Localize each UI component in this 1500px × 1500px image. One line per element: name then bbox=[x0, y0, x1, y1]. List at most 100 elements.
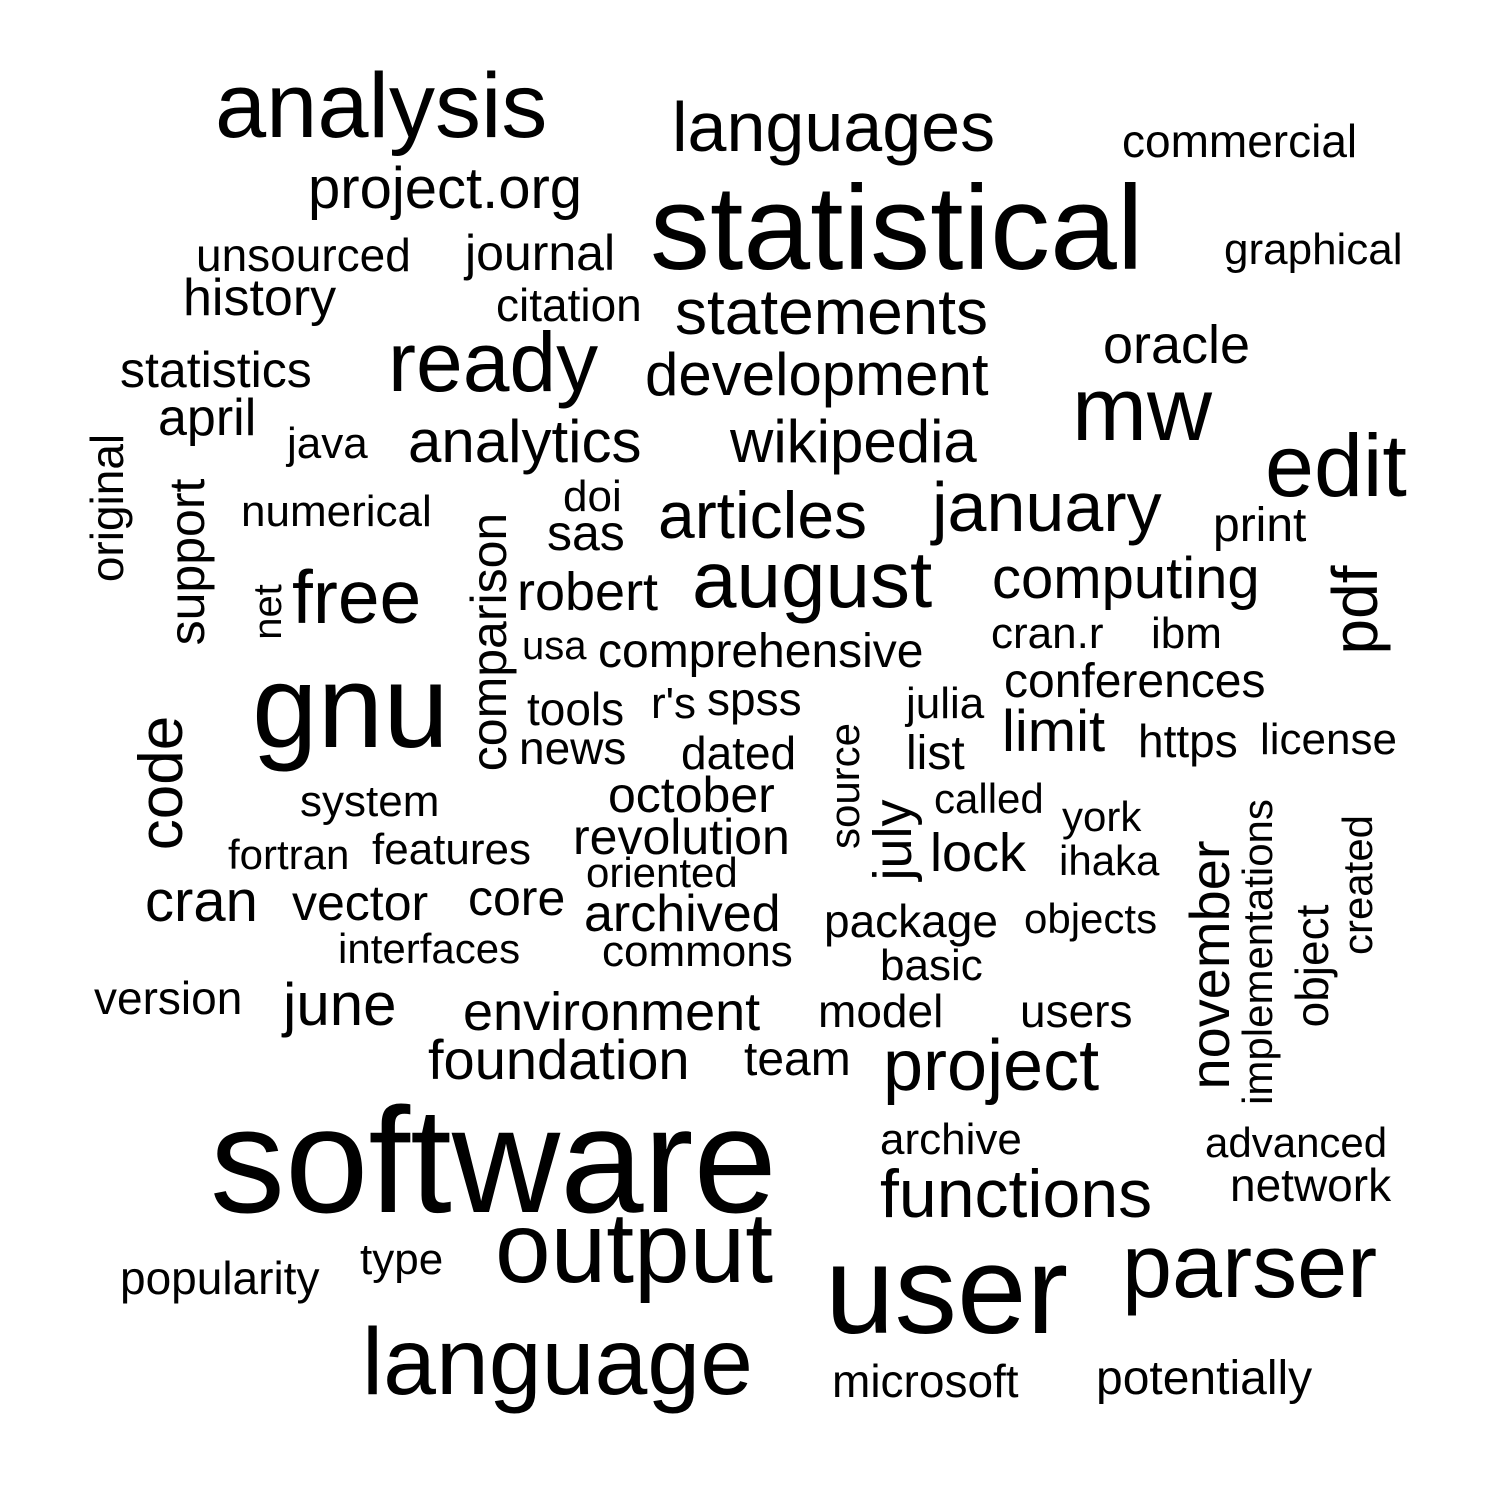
word-april: april bbox=[158, 389, 257, 447]
word-object: object bbox=[1286, 904, 1338, 1028]
word-type: type bbox=[360, 1235, 444, 1284]
word-called: called bbox=[934, 775, 1044, 822]
word-november: november bbox=[1178, 840, 1241, 1090]
word-january: january bbox=[932, 468, 1162, 546]
word-parser: parser bbox=[1122, 1217, 1378, 1317]
word-wikipedia: wikipedia bbox=[730, 408, 977, 475]
word-york: york bbox=[1062, 793, 1142, 840]
word-numerical: numerical bbox=[241, 487, 432, 536]
word-comprehensive: comprehensive bbox=[598, 625, 924, 678]
word-https: https bbox=[1138, 715, 1238, 767]
word-implementations: implementations bbox=[1234, 799, 1281, 1105]
word-java: java bbox=[287, 419, 368, 468]
word-july: july bbox=[863, 799, 923, 881]
word-archive: archive bbox=[880, 1115, 1022, 1164]
word-julia: julia bbox=[906, 679, 985, 728]
word-source: source bbox=[821, 722, 868, 850]
word-potentially: potentially bbox=[1096, 1352, 1313, 1405]
word-lock: lock bbox=[930, 823, 1027, 883]
word-archived: archived bbox=[584, 885, 781, 943]
word-functions: functions bbox=[880, 1156, 1153, 1232]
word-revolution: revolution bbox=[573, 809, 790, 865]
word-created: created bbox=[1334, 814, 1381, 956]
word-commercial: commercial bbox=[1122, 115, 1358, 167]
word-support: support bbox=[159, 478, 215, 646]
word-interfaces: interfaces bbox=[338, 925, 521, 972]
word-usa: usa bbox=[522, 624, 587, 668]
word-gnu: gnu bbox=[252, 641, 449, 773]
word-features: features bbox=[372, 825, 531, 874]
word-sas: sas bbox=[547, 505, 625, 561]
word-user: user bbox=[825, 1221, 1069, 1360]
word-advanced: advanced bbox=[1205, 1119, 1388, 1166]
word-computing: computing bbox=[992, 546, 1260, 611]
word-users: users bbox=[1020, 985, 1133, 1037]
word-network: network bbox=[1230, 1159, 1392, 1211]
word-popularity: popularity bbox=[120, 1252, 320, 1304]
word-statistics: statistics bbox=[120, 342, 312, 398]
word-microsoft: microsoft bbox=[832, 1355, 1019, 1407]
word-list: list bbox=[906, 727, 965, 780]
word-unsourced: unsourced bbox=[196, 229, 411, 281]
word-languages: languages bbox=[672, 88, 996, 166]
word-june: june bbox=[283, 971, 397, 1038]
word-print: print bbox=[1213, 499, 1307, 552]
word-conferences: conferences bbox=[1004, 655, 1266, 708]
word-project-org: project.org bbox=[308, 156, 583, 221]
word-citation: citation bbox=[496, 279, 642, 331]
word-package: package bbox=[824, 895, 998, 947]
word-analysis: analysis bbox=[215, 55, 548, 157]
word-system: system bbox=[300, 777, 440, 826]
word-original: original bbox=[81, 433, 133, 583]
word-software: software bbox=[210, 1076, 777, 1244]
word-ready: ready bbox=[388, 315, 599, 409]
word-october: october bbox=[608, 767, 775, 823]
word-statements: statements bbox=[675, 276, 989, 348]
word-oriented: oriented bbox=[586, 849, 738, 896]
word-pdf: pdf bbox=[1319, 565, 1391, 655]
word-august: august bbox=[692, 535, 933, 624]
word-robert: robert bbox=[517, 562, 659, 622]
word-code: code bbox=[127, 715, 196, 851]
word-dated: dated bbox=[681, 727, 797, 779]
word-objects: objects bbox=[1024, 895, 1158, 942]
word-team: team bbox=[744, 1033, 851, 1086]
word-doi: doi bbox=[563, 472, 622, 521]
word-license: license bbox=[1260, 715, 1397, 764]
word-edit: edit bbox=[1265, 416, 1407, 515]
word-commons: commons bbox=[602, 927, 793, 976]
word-basic: basic bbox=[880, 941, 983, 990]
word-ibm: ibm bbox=[1151, 609, 1222, 658]
word-news: news bbox=[519, 722, 627, 774]
word-articles: articles bbox=[658, 478, 868, 552]
word-fortran: fortran bbox=[228, 831, 350, 878]
word-comparison: comparison bbox=[461, 512, 517, 772]
word-vector: vector bbox=[292, 875, 429, 931]
word-foundation: foundation bbox=[428, 1028, 690, 1091]
word-oracle: oracle bbox=[1103, 315, 1251, 375]
word-language: language bbox=[362, 1309, 753, 1415]
word-statistical: statistical bbox=[650, 161, 1144, 295]
word-journal: journal bbox=[465, 225, 616, 281]
word-spss: spss bbox=[707, 673, 802, 725]
word-cran-r: cran.r bbox=[991, 609, 1104, 658]
word-version: version bbox=[94, 972, 243, 1024]
word-output: output bbox=[495, 1192, 774, 1304]
word-project: project bbox=[883, 1026, 1100, 1106]
word-model: model bbox=[818, 985, 944, 1037]
word-ihaka: ihaka bbox=[1059, 837, 1160, 884]
word-rs: r's bbox=[651, 679, 697, 728]
word-mw: mw bbox=[1072, 360, 1212, 460]
word-graphical: graphical bbox=[1224, 225, 1403, 274]
word-net: net bbox=[246, 584, 290, 640]
word-analytics: analytics bbox=[408, 408, 642, 475]
word-core: core bbox=[468, 870, 566, 926]
word-free: free bbox=[292, 555, 422, 639]
word-limit: limit bbox=[1002, 699, 1106, 764]
word-history: history bbox=[183, 269, 337, 327]
word-development: development bbox=[645, 341, 989, 408]
word-environment: environment bbox=[463, 982, 761, 1042]
word-tools: tools bbox=[527, 683, 625, 735]
word-cran: cran bbox=[145, 869, 258, 934]
